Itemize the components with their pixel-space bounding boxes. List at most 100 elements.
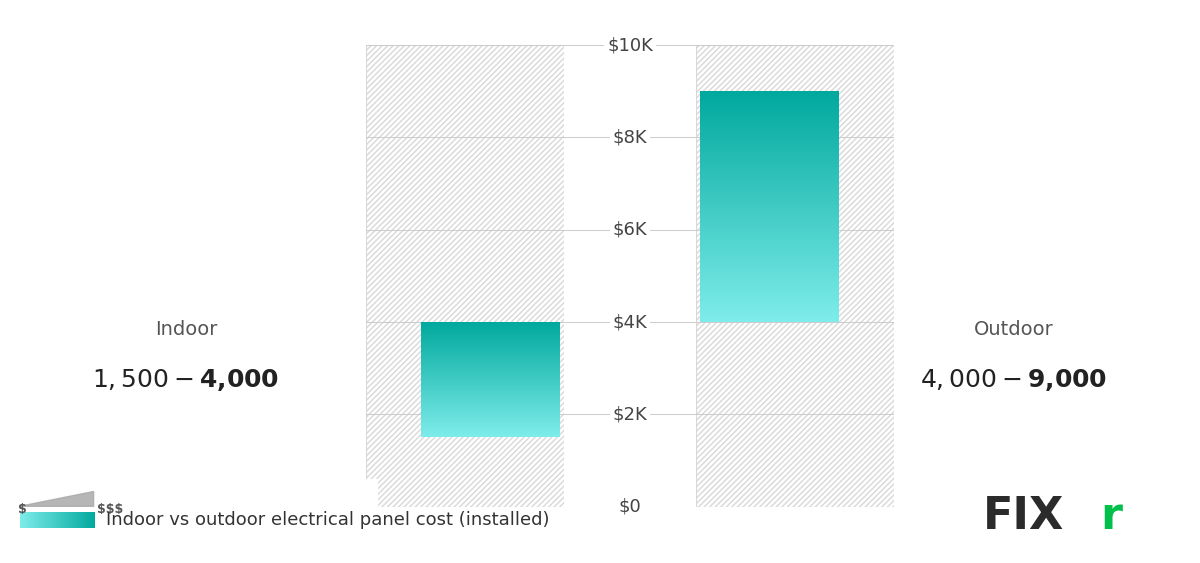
Bar	[700, 204, 839, 205]
Bar	[700, 245, 839, 246]
Bar	[700, 193, 839, 194]
Bar	[700, 320, 839, 321]
Bar	[700, 211, 839, 212]
Bar	[700, 140, 839, 141]
Bar	[700, 180, 839, 181]
Bar	[700, 153, 839, 154]
Bar	[700, 103, 839, 104]
Text: $6K: $6K	[613, 221, 647, 239]
Bar	[700, 252, 839, 253]
Text: $4,000 - $9,000: $4,000 - $9,000	[920, 367, 1108, 393]
Bar	[700, 236, 839, 238]
Text: Outdoor: Outdoor	[974, 320, 1054, 339]
Bar	[700, 234, 839, 235]
Bar	[700, 207, 839, 208]
Bar	[700, 288, 839, 289]
Bar	[700, 158, 839, 159]
Bar	[700, 112, 839, 113]
Bar	[700, 195, 839, 196]
Bar	[700, 131, 839, 132]
Bar	[700, 232, 839, 233]
Bar	[700, 203, 839, 204]
Bar	[700, 150, 839, 151]
Bar	[700, 173, 839, 175]
Bar	[700, 261, 839, 262]
Bar	[700, 240, 839, 242]
Bar	[700, 154, 839, 155]
Bar	[700, 249, 839, 250]
Bar	[700, 274, 839, 275]
Bar	[700, 265, 839, 266]
Bar	[700, 251, 839, 252]
Bar	[700, 205, 839, 206]
Bar	[700, 308, 839, 309]
Bar	[700, 314, 839, 315]
Bar	[700, 183, 839, 184]
Bar	[700, 216, 839, 217]
Bar	[700, 316, 839, 318]
Text: $0: $0	[619, 498, 641, 516]
Bar	[700, 178, 839, 179]
Bar	[700, 282, 839, 283]
Bar	[700, 110, 839, 111]
Bar	[700, 276, 839, 278]
Bar	[700, 152, 839, 153]
Bar	[700, 138, 839, 139]
Bar	[700, 176, 839, 177]
Bar	[700, 254, 839, 255]
Bar	[700, 184, 839, 185]
Text: Indoor: Indoor	[155, 320, 217, 339]
Bar	[700, 127, 839, 128]
Bar	[700, 255, 839, 256]
Bar	[700, 250, 839, 251]
Bar	[700, 318, 839, 319]
Bar	[700, 141, 839, 142]
Bar	[700, 151, 839, 152]
Bar	[700, 156, 839, 157]
Bar	[700, 177, 839, 178]
Bar	[700, 189, 839, 190]
Bar	[700, 275, 839, 276]
Bar	[700, 181, 839, 182]
Bar	[700, 191, 839, 192]
Bar	[700, 97, 839, 98]
Bar	[700, 209, 839, 211]
Bar	[700, 284, 839, 285]
Bar	[700, 171, 839, 172]
Bar	[700, 202, 839, 203]
Bar	[700, 135, 839, 136]
Bar	[700, 226, 839, 227]
Text: $8K: $8K	[613, 128, 647, 146]
Bar	[700, 233, 839, 234]
Bar	[700, 182, 839, 183]
Bar	[700, 268, 839, 269]
Bar	[700, 290, 839, 291]
Bar	[700, 253, 839, 254]
Bar	[700, 118, 839, 119]
Bar	[700, 163, 839, 164]
Bar	[700, 196, 839, 198]
Bar	[700, 108, 839, 109]
Bar	[700, 121, 839, 122]
Bar	[700, 230, 839, 231]
Bar	[700, 283, 839, 284]
Bar	[700, 92, 839, 93]
Bar	[700, 302, 839, 303]
Bar	[700, 212, 839, 213]
Bar	[700, 136, 839, 137]
Bar	[700, 179, 839, 180]
Bar	[700, 239, 839, 240]
Bar	[700, 256, 839, 257]
Polygon shape	[19, 491, 94, 506]
Bar	[700, 222, 839, 223]
Bar	[700, 169, 839, 171]
Bar	[700, 269, 839, 270]
Bar	[700, 98, 839, 99]
Bar	[700, 160, 839, 161]
Bar	[700, 285, 839, 286]
Bar	[700, 145, 839, 146]
Bar	[700, 91, 839, 92]
Bar	[700, 291, 839, 292]
Bar	[700, 185, 839, 186]
Bar	[700, 279, 839, 280]
